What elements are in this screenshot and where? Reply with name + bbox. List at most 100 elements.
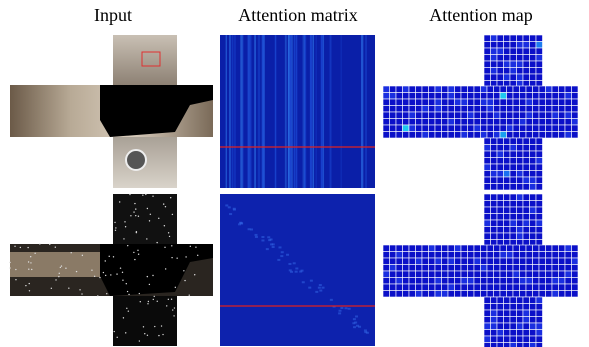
map-cell bbox=[409, 252, 416, 259]
map-cell bbox=[523, 317, 530, 324]
map-cell bbox=[533, 106, 540, 113]
map-cell bbox=[513, 284, 520, 291]
map-cell bbox=[429, 245, 436, 252]
map-cell bbox=[546, 112, 553, 119]
map-cell bbox=[468, 278, 475, 285]
map-cell bbox=[530, 42, 537, 49]
map-cell bbox=[526, 265, 533, 272]
map-cell bbox=[442, 258, 449, 265]
map-cell bbox=[484, 194, 491, 201]
map-cell bbox=[396, 112, 403, 119]
map-cell bbox=[497, 171, 504, 178]
map-cell bbox=[523, 220, 530, 227]
map-cell bbox=[530, 55, 537, 62]
map-cell bbox=[513, 258, 520, 265]
map-cell bbox=[517, 61, 524, 68]
speckle bbox=[127, 245, 128, 246]
map-cell bbox=[455, 278, 462, 285]
map-cell bbox=[403, 86, 410, 93]
map-cell bbox=[536, 343, 543, 347]
map-cell bbox=[484, 330, 491, 337]
column-header: Attention matrix bbox=[238, 5, 357, 25]
speckle bbox=[225, 204, 228, 206]
map-cell bbox=[526, 245, 533, 252]
map-cell bbox=[526, 271, 533, 278]
map-cell bbox=[530, 201, 537, 208]
map-cell bbox=[461, 265, 468, 272]
map-cell bbox=[520, 265, 527, 272]
map-cell bbox=[523, 184, 530, 191]
map-cell bbox=[497, 317, 504, 324]
map-cell bbox=[507, 112, 514, 119]
speckle bbox=[162, 334, 163, 335]
speckle bbox=[168, 232, 169, 233]
map-cell bbox=[409, 112, 416, 119]
map-cell bbox=[416, 86, 423, 93]
map-cell bbox=[517, 297, 524, 304]
map-cell bbox=[442, 132, 449, 139]
speckle bbox=[60, 267, 61, 268]
map-cell bbox=[497, 336, 504, 343]
map-cell bbox=[390, 93, 397, 100]
speckle bbox=[142, 194, 143, 195]
map-cell bbox=[500, 119, 507, 126]
map-cell bbox=[383, 284, 390, 291]
map-cell bbox=[536, 151, 543, 158]
map-cell bbox=[504, 61, 511, 68]
map-cell bbox=[517, 184, 524, 191]
map-cell bbox=[510, 158, 517, 165]
speckle bbox=[322, 287, 325, 289]
map-cell bbox=[484, 220, 491, 227]
map-cell bbox=[422, 99, 429, 106]
map-cell bbox=[500, 284, 507, 291]
speckle bbox=[14, 246, 15, 247]
map-cell bbox=[526, 252, 533, 259]
map-cell bbox=[409, 93, 416, 100]
map-cell bbox=[539, 245, 546, 252]
map-cell bbox=[536, 61, 543, 68]
map-cell bbox=[455, 132, 462, 139]
speckle bbox=[318, 287, 321, 289]
map-cell bbox=[403, 271, 410, 278]
map-cell bbox=[504, 151, 511, 158]
map-cell bbox=[510, 35, 517, 42]
map-cell bbox=[536, 330, 543, 337]
map-cell bbox=[517, 138, 524, 145]
map-cell bbox=[494, 265, 501, 272]
map-cell bbox=[491, 330, 498, 337]
map-cell bbox=[510, 194, 517, 201]
speckle bbox=[144, 333, 145, 334]
map-cell bbox=[546, 284, 553, 291]
map-cell bbox=[517, 343, 524, 347]
map-cell bbox=[552, 119, 559, 126]
map-cell bbox=[539, 112, 546, 119]
map-cell bbox=[530, 158, 537, 165]
map-cell bbox=[530, 138, 537, 145]
map-cell bbox=[500, 132, 507, 139]
map-cell bbox=[468, 112, 475, 119]
map-cell bbox=[565, 112, 572, 119]
speckle bbox=[266, 248, 269, 250]
map-cell bbox=[422, 284, 429, 291]
map-cell bbox=[481, 271, 488, 278]
map-cell bbox=[536, 194, 543, 201]
map-cell bbox=[565, 265, 572, 272]
map-cell bbox=[455, 106, 462, 113]
map-cell bbox=[536, 323, 543, 330]
map-cell bbox=[383, 245, 390, 252]
map-cell bbox=[455, 252, 462, 259]
speckle bbox=[27, 247, 28, 248]
map-cell bbox=[461, 278, 468, 285]
map-cell bbox=[497, 151, 504, 158]
speckle bbox=[255, 236, 258, 238]
map-cell bbox=[448, 99, 455, 106]
map-cell bbox=[491, 220, 498, 227]
map-cell bbox=[429, 265, 436, 272]
map-cell bbox=[504, 343, 511, 347]
map-cell bbox=[429, 258, 436, 265]
map-cell bbox=[526, 125, 533, 132]
map-cell bbox=[422, 125, 429, 132]
stripe bbox=[310, 35, 312, 188]
map-cell bbox=[383, 271, 390, 278]
map-cell bbox=[552, 278, 559, 285]
